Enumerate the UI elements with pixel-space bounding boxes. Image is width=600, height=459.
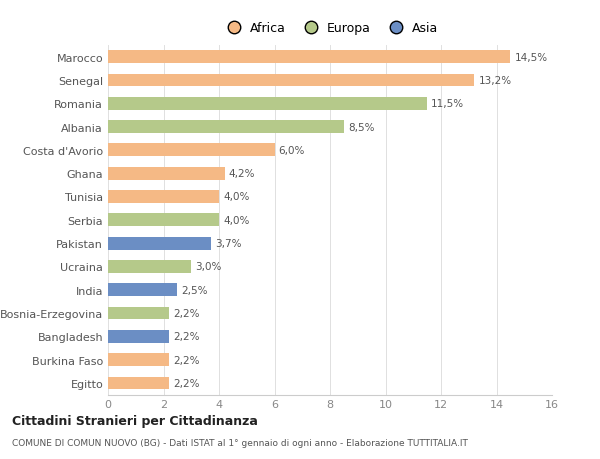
Bar — [108, 377, 169, 390]
Bar — [108, 284, 178, 297]
Bar — [108, 190, 219, 203]
Text: Cittadini Stranieri per Cittadinanza: Cittadini Stranieri per Cittadinanza — [12, 414, 258, 428]
Bar — [108, 98, 427, 111]
Text: 13,2%: 13,2% — [478, 76, 512, 86]
Text: 11,5%: 11,5% — [431, 99, 464, 109]
Text: 6,0%: 6,0% — [278, 146, 305, 156]
Bar — [108, 51, 511, 64]
Legend: Africa, Europa, Asia: Africa, Europa, Asia — [217, 17, 443, 40]
Bar — [108, 214, 219, 227]
Text: 4,0%: 4,0% — [223, 215, 250, 225]
Bar — [108, 353, 169, 366]
Bar — [108, 74, 474, 87]
Bar — [108, 121, 344, 134]
Text: 2,2%: 2,2% — [173, 331, 200, 341]
Text: 2,2%: 2,2% — [173, 308, 200, 319]
Text: 4,0%: 4,0% — [223, 192, 250, 202]
Text: 2,2%: 2,2% — [173, 355, 200, 365]
Text: 8,5%: 8,5% — [348, 122, 374, 132]
Text: COMUNE DI COMUN NUOVO (BG) - Dati ISTAT al 1° gennaio di ogni anno - Elaborazion: COMUNE DI COMUN NUOVO (BG) - Dati ISTAT … — [12, 438, 468, 447]
Bar — [108, 307, 169, 320]
Text: 2,2%: 2,2% — [173, 378, 200, 388]
Bar — [108, 168, 224, 180]
Text: 14,5%: 14,5% — [515, 52, 548, 62]
Bar — [108, 330, 169, 343]
Bar — [108, 237, 211, 250]
Text: 2,5%: 2,5% — [182, 285, 208, 295]
Text: 3,0%: 3,0% — [196, 262, 222, 272]
Bar — [108, 260, 191, 273]
Text: 4,2%: 4,2% — [229, 169, 255, 179]
Bar — [108, 144, 275, 157]
Text: 3,7%: 3,7% — [215, 239, 241, 249]
